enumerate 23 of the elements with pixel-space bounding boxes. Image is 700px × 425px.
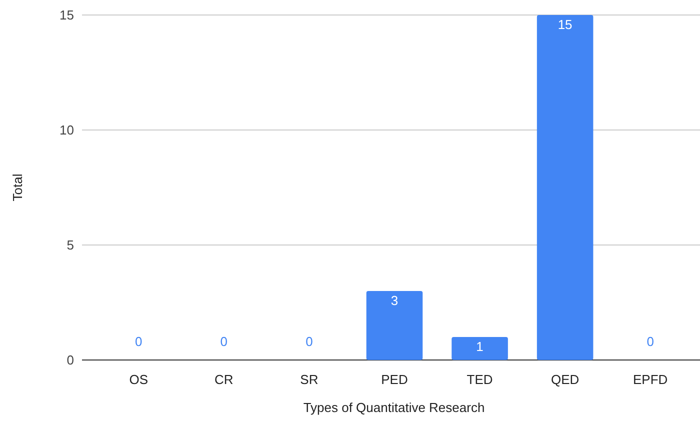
data-label: 0	[646, 334, 654, 349]
x-tick-label: QED	[550, 372, 580, 387]
x-tick-label: PED	[381, 372, 408, 387]
y-tick-label: 10	[60, 122, 74, 138]
x-tick-label: SR	[300, 372, 318, 387]
y-axis-title: Total	[10, 174, 25, 202]
y-tick-label: 5	[66, 238, 74, 253]
x-tick-label: EPFD	[633, 372, 668, 387]
data-label: 0	[306, 334, 313, 349]
x-tick-label: CR	[214, 372, 234, 387]
data-label: 0	[220, 334, 228, 349]
bar	[366, 291, 423, 360]
y-tick-label: 15	[60, 8, 74, 23]
y-tick-label: 0	[66, 352, 74, 368]
data-label: 3	[390, 293, 398, 308]
data-label: 1	[476, 339, 484, 354]
bar	[536, 15, 594, 360]
bar	[452, 337, 508, 360]
x-tick-label: OS	[129, 372, 148, 387]
data-label: 0	[135, 334, 142, 349]
x-tick-label: TED	[466, 372, 493, 387]
x-axis-title: Types of Quantitative Research	[303, 400, 485, 415]
data-label: 15	[558, 17, 572, 32]
